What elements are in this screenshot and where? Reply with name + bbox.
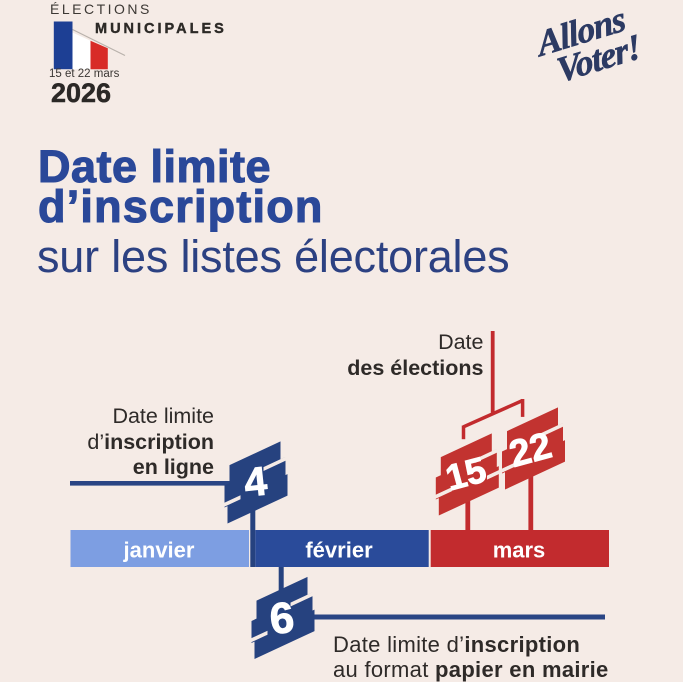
svg-text:janvier: janvier bbox=[123, 538, 195, 563]
svg-text:6: 6 bbox=[267, 594, 296, 644]
svg-text:mars: mars bbox=[493, 538, 546, 563]
svg-text:février: février bbox=[305, 538, 373, 563]
